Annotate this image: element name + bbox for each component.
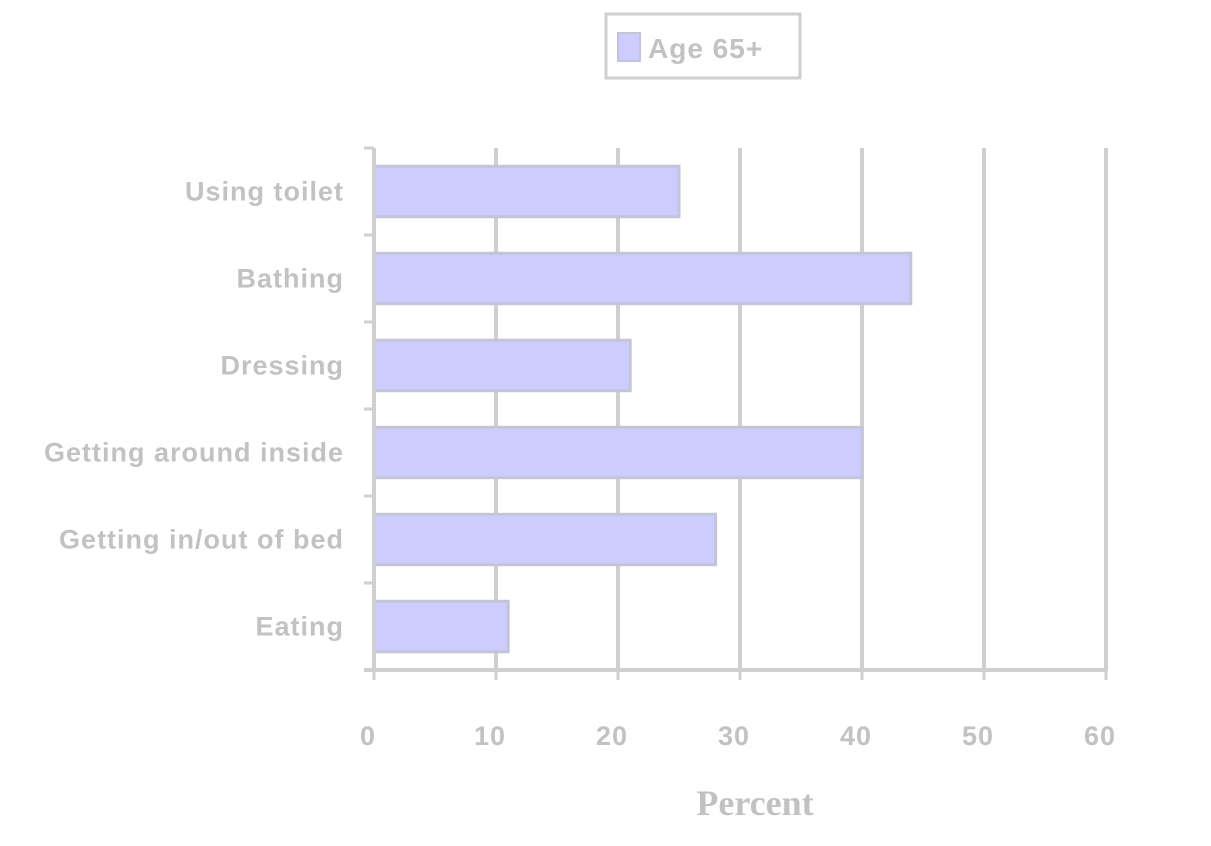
gridlines (494, 148, 1108, 670)
x-tick-label: 60 (1084, 721, 1116, 751)
legend: Age 65+ (604, 12, 802, 80)
bars (372, 164, 913, 654)
y-category-label: Using toilet (185, 177, 344, 207)
y-category-label: Bathing (237, 264, 345, 294)
labels: 0 10 20 30 40 50 60 Using toilet Bathing Dressing… (44, 177, 1116, 752)
x-tick-label: 50 (962, 721, 994, 751)
bar (372, 512, 718, 567)
bar (372, 599, 510, 654)
legend-label: Age 65+ (648, 33, 763, 64)
axes (364, 146, 1108, 680)
legend-swatch (617, 32, 641, 62)
bar (372, 164, 681, 219)
bar (372, 425, 864, 480)
x-tick-label: 0 (360, 721, 376, 751)
x-axis-title: Percent (696, 783, 813, 823)
y-category-label: Dressing (220, 351, 344, 381)
x-tick-label: 20 (596, 721, 628, 751)
x-tick-label: 30 (718, 721, 750, 751)
y-category-label: Getting in/out of bed (59, 525, 344, 555)
y-category-label: Getting around inside (44, 438, 344, 468)
bar (372, 338, 632, 393)
x-tick-label: 10 (474, 721, 506, 751)
y-category-label: Eating (255, 612, 344, 642)
x-tick-label: 40 (840, 721, 872, 751)
bar (372, 251, 913, 306)
